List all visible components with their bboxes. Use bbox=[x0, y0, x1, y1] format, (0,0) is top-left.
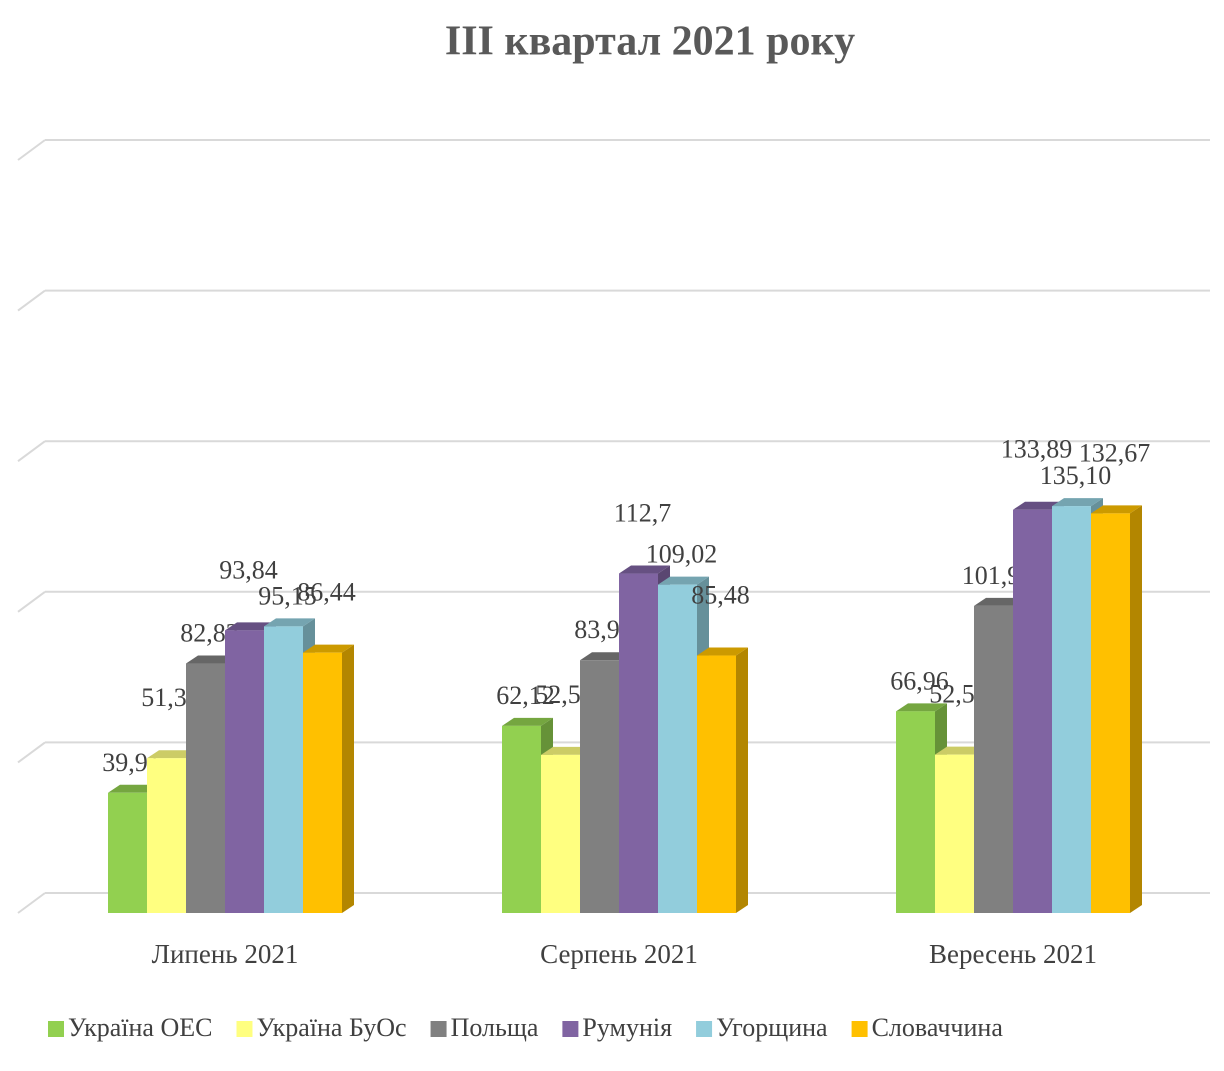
bar-top bbox=[697, 647, 748, 656]
bar-top bbox=[264, 618, 315, 627]
bar bbox=[541, 754, 580, 913]
bar-top bbox=[1052, 498, 1103, 507]
bar-top bbox=[186, 655, 237, 664]
bar-top bbox=[935, 746, 986, 755]
bar-side bbox=[736, 647, 748, 913]
legend-label: Україна ОЕС bbox=[68, 1013, 212, 1042]
legend-label: Румунія bbox=[582, 1013, 672, 1042]
bar bbox=[619, 573, 658, 913]
bar bbox=[225, 630, 264, 913]
bar bbox=[1052, 506, 1091, 913]
data-label: 85,48 bbox=[691, 581, 750, 610]
legend-label: Польща bbox=[451, 1013, 539, 1042]
bar-top bbox=[502, 717, 553, 726]
bar bbox=[147, 758, 186, 913]
data-label: 132,67 bbox=[1079, 438, 1151, 467]
data-label: 93,84 bbox=[219, 555, 278, 584]
bar-top bbox=[619, 565, 670, 574]
bar bbox=[186, 663, 225, 913]
chart-title: III квартал 2021 року bbox=[445, 19, 855, 65]
data-label: 95,15 bbox=[258, 581, 317, 610]
grid-depth-line bbox=[17, 139, 46, 161]
bar bbox=[935, 754, 974, 913]
data-label: 109,02 bbox=[646, 540, 718, 569]
bar-top bbox=[1091, 505, 1142, 514]
bar-top bbox=[147, 750, 198, 759]
data-label: 135,10 bbox=[1040, 461, 1112, 490]
bar bbox=[896, 711, 935, 913]
bar bbox=[580, 660, 619, 913]
grid-depth-line bbox=[17, 440, 46, 463]
bar bbox=[1091, 513, 1130, 913]
bar bbox=[108, 792, 147, 913]
grid-depth-line bbox=[17, 289, 46, 312]
data-label: 66,96 bbox=[890, 666, 949, 695]
bar-top bbox=[896, 703, 947, 712]
data-label: 133,89 bbox=[1001, 435, 1073, 464]
bar bbox=[502, 725, 541, 913]
data-label: 86,44 bbox=[297, 578, 356, 607]
x-tick-label: Серпень 2021 bbox=[540, 939, 698, 969]
bar-side bbox=[1130, 505, 1142, 913]
data-label: 112,7 bbox=[614, 499, 672, 528]
x-tick-label: Вересень 2021 bbox=[929, 939, 1097, 969]
legend-swatch bbox=[851, 1021, 868, 1037]
bar-top bbox=[108, 784, 159, 793]
bar bbox=[303, 652, 342, 913]
legend-label: Словаччина bbox=[872, 1013, 1004, 1042]
legend-label: Україна БуОс bbox=[256, 1013, 406, 1042]
legend-swatch bbox=[696, 1021, 713, 1037]
bar-top bbox=[541, 746, 592, 755]
grid-depth-line bbox=[17, 590, 46, 613]
data-label: 62,12 bbox=[496, 681, 555, 710]
bar-top bbox=[580, 652, 631, 661]
x-tick-label: Липень 2021 bbox=[152, 939, 299, 969]
bar bbox=[1013, 509, 1052, 913]
bar bbox=[697, 655, 736, 913]
bar bbox=[264, 626, 303, 913]
grid-depth-line bbox=[17, 741, 46, 764]
bar-side bbox=[342, 644, 354, 913]
grid-depth-line bbox=[17, 892, 46, 914]
legend-swatch bbox=[48, 1021, 64, 1037]
bar-top bbox=[974, 597, 1025, 606]
bar-top bbox=[1013, 501, 1064, 510]
legend-swatch bbox=[430, 1021, 447, 1037]
bar bbox=[658, 584, 697, 913]
bar-top bbox=[658, 576, 709, 585]
legend-label: Угорщина bbox=[716, 1013, 828, 1042]
bar-top bbox=[225, 622, 276, 631]
legend-swatch bbox=[236, 1021, 253, 1037]
bar bbox=[974, 605, 1013, 913]
bar-top bbox=[303, 644, 354, 653]
legend-swatch bbox=[562, 1021, 579, 1037]
